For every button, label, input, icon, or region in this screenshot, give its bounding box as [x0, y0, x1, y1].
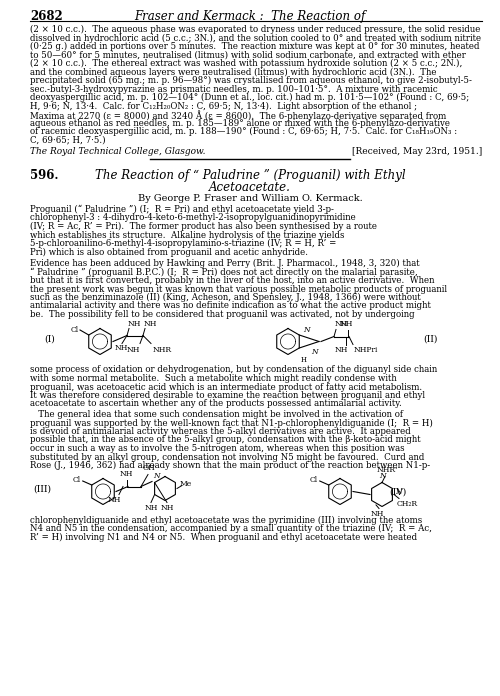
Text: (III): (III)	[33, 485, 51, 494]
Text: NH: NH	[144, 503, 158, 512]
Text: proguanil was supported by the well-known fact that N1-p-chlorophenyldiguanide (: proguanil was supported by the well-know…	[30, 418, 433, 427]
Text: such as the benziminazole (II) (King, Acheson, and Spensley, J., 1948, 1366) wer: such as the benziminazole (II) (King, Ac…	[30, 293, 421, 302]
Text: N4 and N5 in the condensation, accompanied by a small quantity of the triazine (: N4 and N5 in the condensation, accompani…	[30, 524, 432, 533]
Text: NH: NH	[115, 345, 128, 352]
Text: with some normal metabolite.  Such a metabolite which might readily condense wit: with some normal metabolite. Such a meta…	[30, 374, 397, 383]
Text: chlorophenyldiguanide and ethyl acetoacetate was the pyrimidine (III) involving : chlorophenyldiguanide and ethyl acetoace…	[30, 516, 422, 525]
Text: Acetoacetate.: Acetoacetate.	[209, 181, 291, 194]
Text: R’ = H) involving N1 and N4 or N5.  When proguanil and ethyl acetoacetate were h: R’ = H) involving N1 and N4 or N5. When …	[30, 532, 417, 541]
Text: The Royal Technical College, Glasgow.: The Royal Technical College, Glasgow.	[30, 147, 206, 156]
Text: Evidence has been adduced by Hawking and Perry (Brit. J. Pharmacol., 1948, 3, 32: Evidence has been adduced by Hawking and…	[30, 259, 419, 268]
Text: some process of oxidation or dehydrogenation, but by condensation of the diguany: some process of oxidation or dehydrogena…	[30, 365, 437, 374]
Text: H: H	[301, 356, 307, 363]
Text: Fraser and Kermack :  The Reaction of: Fraser and Kermack : The Reaction of	[134, 10, 366, 23]
Text: NH: NH	[144, 319, 158, 328]
Text: and the combined aqueous layers were neutralised (litmus) with hydrochloric acid: and the combined aqueous layers were neu…	[30, 68, 436, 77]
Text: sec.-butyl-3-hydroxypyrazine as prismatic needles, m. p. 100–101·5°.  A mixture : sec.-butyl-3-hydroxypyrazine as prismati…	[30, 84, 438, 93]
Text: deoxyaspergillic acid, m. p. 102—104° (Dunn et al., loc. cit.) had m. p. 101·5—1: deoxyaspergillic acid, m. p. 102—104° (D…	[30, 93, 469, 102]
Text: the present work was begun it was known that various possible metabolic products: the present work was begun it was known …	[30, 285, 447, 294]
Text: NH: NH	[160, 503, 173, 512]
Text: NHR: NHR	[153, 345, 172, 354]
Text: CH₂R: CH₂R	[397, 500, 418, 509]
Text: NH: NH	[335, 320, 348, 329]
Text: [Received, May 23rd, 1951.]: [Received, May 23rd, 1951.]	[352, 147, 482, 156]
Text: (IV; R = Ac, R’ = Pri).  The former product has also been synthesised by a route: (IV; R = Ac, R’ = Pri). The former produ…	[30, 222, 377, 231]
Text: (0·25 g.) added in portions over 5 minutes.  The reaction mixture was kept at 0°: (0·25 g.) added in portions over 5 minut…	[30, 42, 480, 51]
Text: NH: NH	[340, 320, 352, 329]
Text: proguanil, was acetoacetic acid which is an intermediate product of fatty acid m: proguanil, was acetoacetic acid which is…	[30, 383, 422, 391]
Text: NH: NH	[126, 345, 140, 354]
Text: “ Paludrine ” (proguanil B.P.C.) (I;  R = Pri) does not act directly on the mala: “ Paludrine ” (proguanil B.P.C.) (I; R =…	[30, 267, 418, 277]
Text: Cl: Cl	[310, 476, 318, 484]
Text: antimalarial activity and there was no definite indication as to what the active: antimalarial activity and there was no d…	[30, 301, 431, 310]
Text: aqueous ethanol as red needles, m. p. 185—189° alone or mixed with the 6-phenyla: aqueous ethanol as red needles, m. p. 18…	[30, 118, 450, 127]
Text: H, 9·6; N, 13·4.  Calc. for C₁₂H₂₀ON₂ : C, 69·5; N, 13·4).  Light absorption of : H, 9·6; N, 13·4. Calc. for C₁₂H₂₀ON₂ : C…	[30, 102, 417, 111]
Text: N: N	[311, 349, 318, 356]
Text: NHR': NHR'	[376, 466, 398, 475]
Text: 596.: 596.	[30, 169, 58, 182]
Text: 2682: 2682	[30, 10, 63, 23]
Text: Rose (J., 1946, 362) had already shown that the main product of the reaction bet: Rose (J., 1946, 362) had already shown t…	[30, 461, 430, 470]
Text: NH: NH	[370, 509, 384, 518]
Text: which establishes its structure.  Alkaline hydrolysis of the triazine yields: which establishes its structure. Alkalin…	[30, 230, 344, 239]
Text: dissolved in hydrochloric acid (5 c.c.; 3N.), and the solution cooled to 0° and : dissolved in hydrochloric acid (5 c.c.; …	[30, 33, 481, 42]
Text: By George P. Fraser and William O. Kermack.: By George P. Fraser and William O. Kerma…	[138, 194, 362, 203]
Text: Pri) which is also obtained from proguanil and acetic anhydride.: Pri) which is also obtained from proguan…	[30, 248, 308, 257]
Text: precipitated solid (65 mg.; m. p. 96—98°) was crystallised from aqueous ethanol,: precipitated solid (65 mg.; m. p. 96—98°…	[30, 76, 472, 85]
Text: NHPri: NHPri	[354, 347, 378, 354]
Text: possible that, in the absence of the 5-alkyl group, condensation with the β-keto: possible that, in the absence of the 5-a…	[30, 436, 420, 445]
Text: 5-p-chloroanilino-6-methyl-4-isopropylamino-s-triazine (IV; R = H, R’ =: 5-p-chloroanilino-6-methyl-4-isopropylam…	[30, 239, 336, 248]
Text: to 50—60° for 5 minutes, neutralised (litmus) with solid sodium carbonate, and e: to 50—60° for 5 minutes, neutralised (li…	[30, 51, 466, 59]
Text: NH: NH	[334, 347, 347, 354]
Text: NH: NH	[128, 319, 141, 328]
Text: Maxima at 2270 (ε = 8000) and 3240 Å (ε = 8600).  The 6-phenylazo-derivative sep: Maxima at 2270 (ε = 8000) and 3240 Å (ε …	[30, 110, 446, 121]
Text: substituted by an alkyl group, condensation not involving N5 might be favoured. : substituted by an alkyl group, condensat…	[30, 452, 424, 461]
Text: Me: Me	[180, 480, 192, 489]
Text: but that it is first converted, probably in the liver of the host, into an activ: but that it is first converted, probably…	[30, 276, 434, 285]
Text: acetoacetate to ascertain whether any of the products possessed antimalarial act: acetoacetate to ascertain whether any of…	[30, 400, 402, 409]
Text: Proguanil (“ Paludrine ”) (I;  R = Pri) and ethyl acetoacetate yield 3-p-: Proguanil (“ Paludrine ”) (I; R = Pri) a…	[30, 205, 334, 214]
Text: C, 69·65; H, 7·5.): C, 69·65; H, 7·5.)	[30, 136, 106, 145]
Text: Cl: Cl	[72, 476, 80, 484]
Text: be.  The possibility fell to be considered that proguanil was activated, not by : be. The possibility fell to be considere…	[30, 310, 414, 319]
Text: (I): (I)	[44, 335, 56, 344]
Text: NH: NH	[120, 470, 132, 477]
Text: It was therefore considered desirable to examine the reaction between proguanil : It was therefore considered desirable to…	[30, 391, 425, 400]
Text: occur in such a way as to involve the 5-nitrogen atom, whereas when this positio: occur in such a way as to involve the 5-…	[30, 444, 405, 453]
Text: (II): (II)	[423, 335, 437, 344]
Text: Cl: Cl	[71, 326, 79, 334]
Text: chlorophenyl-3 : 4-dihydro-4-keto-6-methyl-2-isopropylguanidinopyrimidine: chlorophenyl-3 : 4-dihydro-4-keto-6-meth…	[30, 214, 356, 223]
Text: N: N	[378, 473, 386, 480]
Text: N: N	[395, 487, 402, 496]
Text: (IV): (IV)	[390, 488, 406, 497]
Text: NH: NH	[108, 496, 120, 505]
Text: OH: OH	[142, 464, 156, 473]
Text: (2 × 10 c.c.).  The ethereal extract was washed with potassium hydroxide solutio: (2 × 10 c.c.). The ethereal extract was …	[30, 59, 462, 68]
Text: (2 × 10 c.c.).  The aqueous phase was evaporated to dryness under reduced pressu: (2 × 10 c.c.). The aqueous phase was eva…	[30, 25, 480, 34]
Text: The general idea that some such condensation might be involved in the activation: The general idea that some such condensa…	[30, 410, 403, 419]
Text: N: N	[153, 473, 160, 480]
Text: is devoid of antimalarial activity whereas the 5-alkyl derivatives are active.  : is devoid of antimalarial activity where…	[30, 427, 411, 436]
Text: The Reaction of “ Paludrine ” (Proguanil) with Ethyl: The Reaction of “ Paludrine ” (Proguanil…	[94, 169, 406, 182]
Text: N: N	[302, 326, 310, 335]
Text: of racemic deoxyaspergillic acid, m. p. 188—190° (Found : C, 69·65; H, 7·5.  Cal: of racemic deoxyaspergillic acid, m. p. …	[30, 127, 457, 136]
